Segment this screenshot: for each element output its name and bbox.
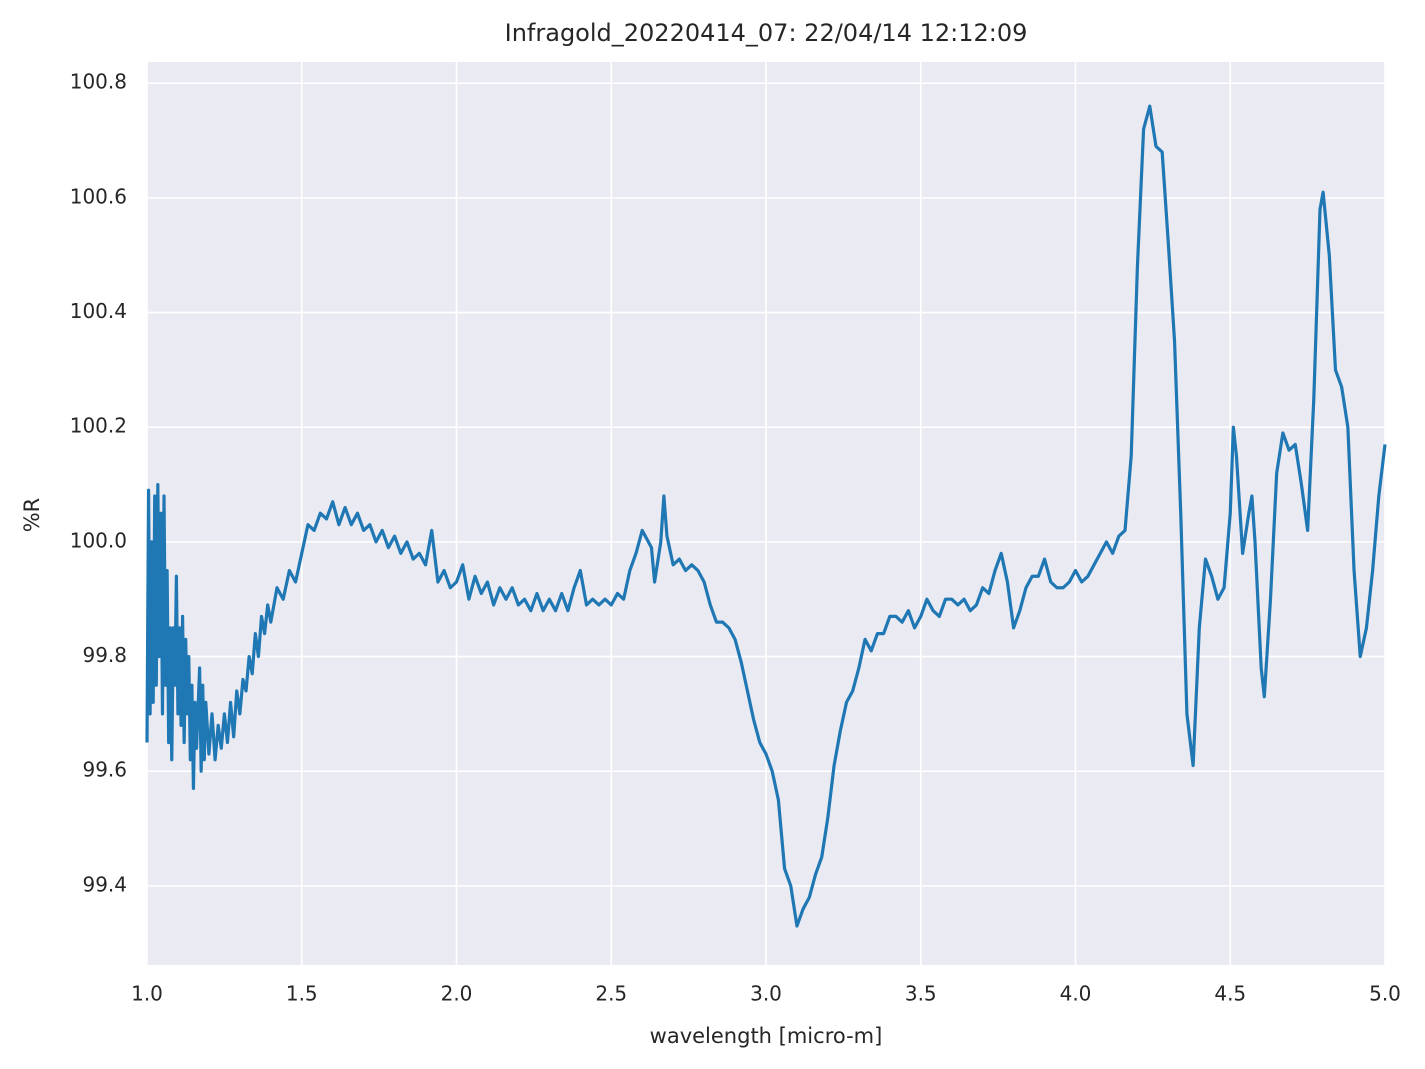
y-tick-label: 100.2 <box>70 414 127 438</box>
x-tick-label: 1.5 <box>286 982 318 1006</box>
x-tick-label: 2.0 <box>441 982 473 1006</box>
y-tick-label: 99.8 <box>82 643 127 667</box>
series-line <box>145 104 1387 928</box>
x-tick-label: 3.5 <box>905 982 937 1006</box>
x-tick-label: 2.5 <box>595 982 627 1006</box>
x-tick-label: 3.0 <box>750 982 782 1006</box>
y-tick-label: 100.4 <box>70 299 127 323</box>
x-tick-label: 4.5 <box>1214 982 1246 1006</box>
y-axis-label: %R <box>20 498 44 533</box>
marks <box>145 104 1387 928</box>
grid <box>146 62 1386 965</box>
y-tick-label: 100.6 <box>70 184 127 208</box>
y-tick-label: 100.0 <box>70 528 127 552</box>
y-tick-label: 100.8 <box>70 70 127 94</box>
chart-title: Infragold_20220414_07: 22/04/14 12:12:09 <box>505 19 1028 47</box>
y-tick-label: 99.4 <box>82 872 127 896</box>
x-tick-label: 4.0 <box>1060 982 1092 1006</box>
x-tick-label: 5.0 <box>1369 982 1401 1006</box>
x-axis-label: wavelength [micro-m] <box>650 1024 883 1048</box>
x-tick-label: 1.0 <box>131 982 163 1006</box>
y-tick-label: 99.6 <box>82 758 127 782</box>
